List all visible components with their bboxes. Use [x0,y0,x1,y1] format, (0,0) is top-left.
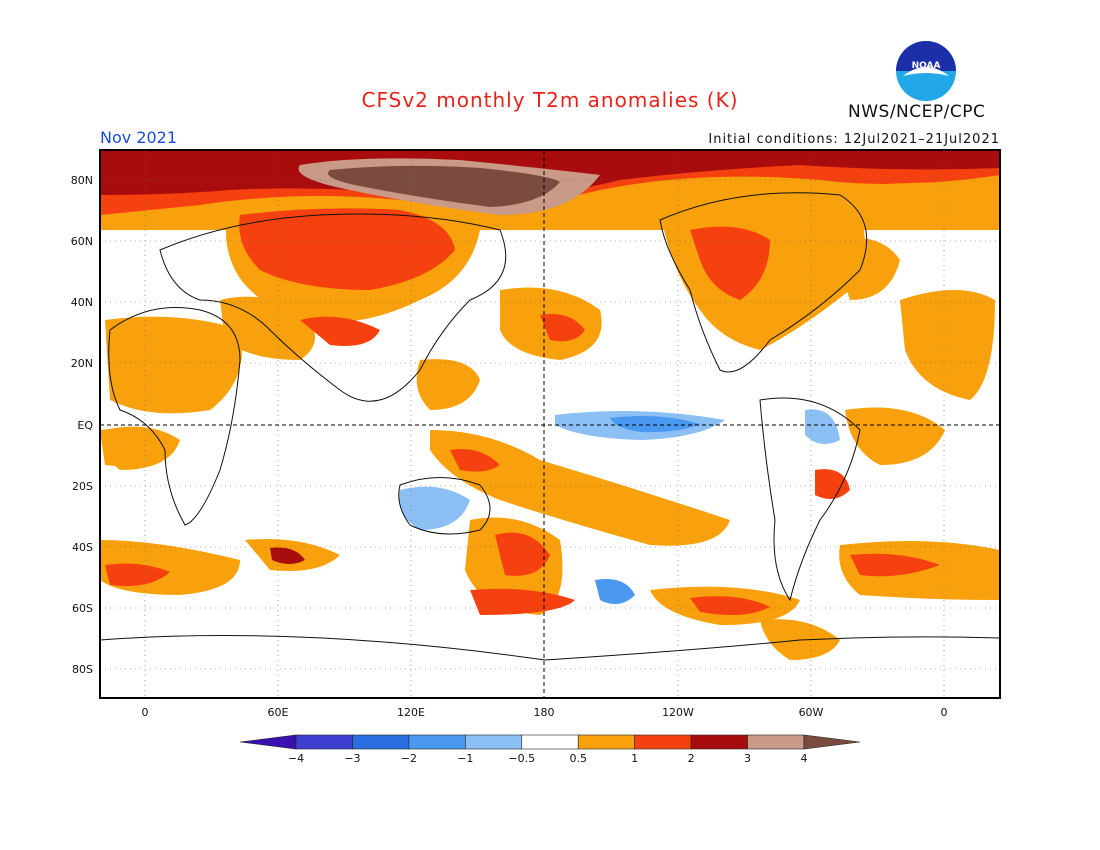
lon-tick-label: 0 [142,706,149,719]
colorbar-label: 1 [631,752,638,765]
colorbar-segment [690,734,748,750]
anomaly-fields [100,150,1000,660]
colorbar-label: −3 [344,752,360,765]
lon-tick-label: 120E [397,706,425,719]
colorbar-label: 3 [744,752,751,765]
chart-title: CFSv2 monthly T2m anomalies (K) [361,88,739,112]
colorbar-label: 4 [801,752,808,765]
lat-tick-label: 40S [72,541,93,554]
lon-tick-label: 180 [534,706,555,719]
colorbar-segment [295,734,353,750]
colorbar-segment [352,734,410,750]
initial-conditions: Initial conditions: 12Jul2021–21Jul2021 [708,132,1000,147]
colorbar-label: 0.5 [569,752,587,765]
lat-tick-label: 20N [71,357,93,370]
colorbar-segment [408,734,466,750]
lat-tick-label: 80N [71,174,93,187]
lon-tick-label: 60E [268,706,289,719]
lat-tick-label: 20S [72,480,93,493]
latitude-labels: 80N 60N 40N 20N EQ 20S 40S 60S 80S [71,174,94,676]
colorbar-segment [239,734,297,750]
colorbar-segment [521,734,579,750]
lat-tick-label: 60N [71,235,93,248]
lat-tick-label: 60S [72,602,93,615]
colorbar: −4 −3 −2 −1 −0.5 0.5 1 2 3 4 [239,734,861,765]
lat-tick-label: 80S [72,663,93,676]
colorbar-segment [803,734,861,750]
lat-tick-label: 40N [71,296,93,309]
organization-label: NWS/NCEP/CPC [848,102,986,122]
noaa-logo-icon: NOAA [896,41,956,101]
lon-tick-label: 0 [941,706,948,719]
colorbar-segment [465,734,523,750]
map-frame [99,149,1001,699]
lat-tick-label: EQ [77,419,93,432]
lon-tick-label: 120W [662,706,694,719]
colorbar-label: 2 [688,752,695,765]
colorbar-label: −0.5 [508,752,535,765]
gridlines [100,150,1000,698]
colorbar-segment [634,734,692,750]
coastlines [100,192,1000,661]
longitude-labels: 0 60E 120E 180 120W 60W 0 [142,706,948,719]
lon-tick-label: 60W [799,706,824,719]
colorbar-label: −4 [288,752,304,765]
colorbar-label: −2 [401,752,417,765]
colorbar-label: −1 [457,752,473,765]
colorbar-segment [747,734,805,750]
logo-text: NOAA [912,61,941,71]
forecast-period: Nov 2021 [100,128,178,147]
colorbar-segment [577,734,635,750]
